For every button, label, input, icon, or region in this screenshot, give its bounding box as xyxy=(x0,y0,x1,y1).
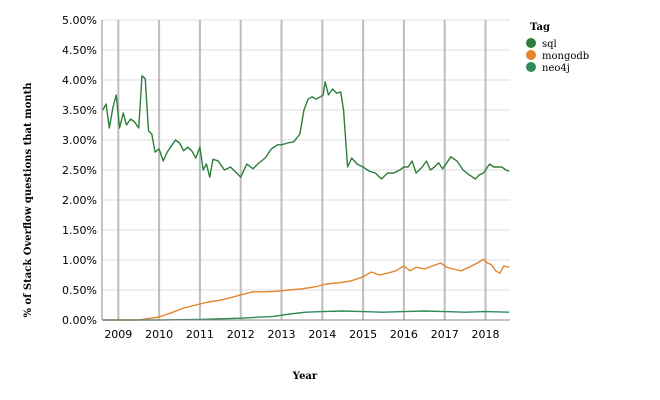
series-lines xyxy=(102,75,510,321)
y-tick-label: 1.00% xyxy=(62,254,97,267)
legend-swatch-mongodb xyxy=(526,50,536,60)
x-tick-label: 2013 xyxy=(268,328,296,341)
y-tick-label: 1.50% xyxy=(62,224,97,237)
y-tick-label: 4.00% xyxy=(62,74,97,87)
legend-label-mongodb: mongodb xyxy=(542,51,589,62)
y-tick-label: 0.00% xyxy=(62,314,97,327)
x-tick-label: 2015 xyxy=(349,328,377,341)
series-line-sql xyxy=(102,75,510,180)
y-tick-label: 3.00% xyxy=(62,134,97,147)
x-tick-label: 2016 xyxy=(390,328,418,341)
legend-title: Tag xyxy=(530,22,550,33)
series-line-mongodb xyxy=(102,258,510,321)
x-axis-title: Year xyxy=(292,371,318,382)
x-tick-label: 2012 xyxy=(227,328,255,341)
x-tick-label: 2018 xyxy=(472,328,500,341)
legend-swatch-sql xyxy=(526,38,536,48)
x-tick-label: 2009 xyxy=(104,328,132,341)
y-tick-label: 0.50% xyxy=(62,284,97,297)
y-axis-title: % of Stack Overflow questions that month xyxy=(23,82,34,318)
y-tick-label: 5.00% xyxy=(62,14,97,27)
x-tick-label: 2017 xyxy=(431,328,459,341)
legend-label-neo4j: neo4j xyxy=(542,63,570,74)
axes: 0.00% 0.50% 1.00% 1.50% 2.00% 2.50% 3.00% 3.50%… xyxy=(62,14,510,341)
y-tick-label: 2.50% xyxy=(62,164,97,177)
gridlines xyxy=(102,19,510,321)
y-tick-label: 4.50% xyxy=(62,44,97,57)
x-tick-label: 2011 xyxy=(186,328,214,341)
y-tick-label: 2.00% xyxy=(62,194,97,207)
legend-label-sql: sql xyxy=(542,39,557,50)
x-tick-label: 2010 xyxy=(145,328,173,341)
legend-swatch-neo4j xyxy=(526,62,536,72)
x-tick-label: 2014 xyxy=(308,328,336,341)
y-tick-label: 3.50% xyxy=(62,104,97,117)
